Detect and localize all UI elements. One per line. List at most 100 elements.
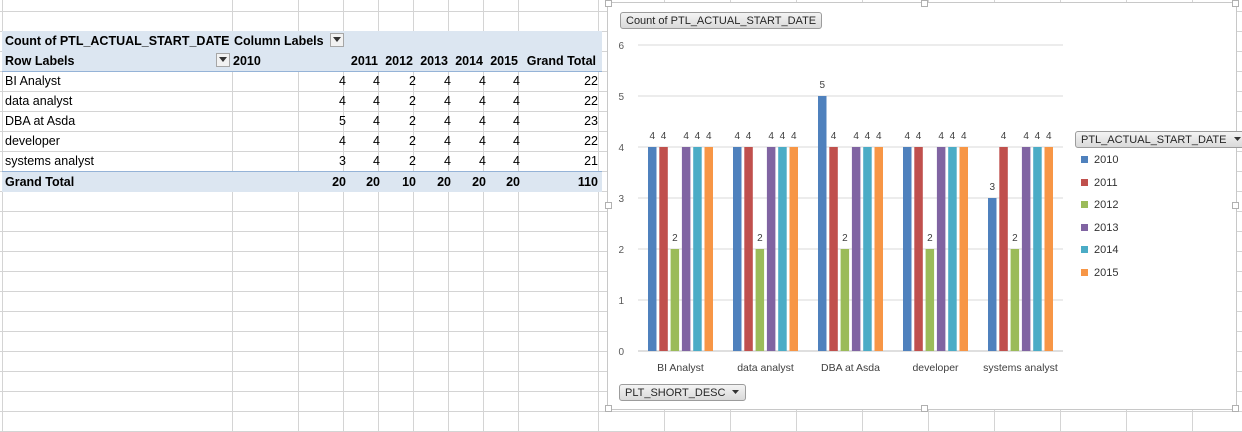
table-cell: 4: [373, 74, 380, 88]
data-label: 4: [661, 131, 667, 142]
data-label: 4: [938, 131, 944, 142]
x-tick-label: DBA at Asda: [821, 362, 880, 374]
table-cell: 2: [409, 114, 416, 128]
axis-field-button[interactable]: PLT_SHORT_DESC: [619, 384, 747, 401]
pivot-header-row: Count of PTL_ACTUAL_START_DATE Column La…: [2, 31, 602, 51]
grand-total-row[interactable]: Grand Total 20 20 10 20 20 20 110: [2, 171, 602, 192]
row-total: 22: [584, 134, 598, 148]
data-label: 4: [904, 131, 910, 142]
data-label: 4: [746, 131, 752, 142]
table-row[interactable]: systems analyst 3 4 2 4 4 4 21: [2, 151, 602, 171]
table-cell: 4: [339, 94, 346, 108]
x-tick-label: systems analyst: [983, 362, 1058, 374]
table-cell: 4: [479, 134, 486, 148]
row-labels-filter-button[interactable]: [216, 53, 230, 67]
row-total: 23: [584, 114, 598, 128]
row-labels-header: Row Labels: [5, 54, 75, 68]
y-tick-label: 1: [618, 296, 624, 307]
table-cell: 4: [444, 134, 451, 148]
column-labels-header: Column Labels: [234, 34, 324, 48]
y-tick-label: 0: [618, 347, 624, 358]
table-cell: 4: [513, 114, 520, 128]
resize-handle[interactable]: [605, 0, 612, 7]
bar: [840, 249, 850, 351]
table-cell: 4: [444, 94, 451, 108]
bar: [1033, 147, 1042, 351]
row-label: developer: [5, 134, 60, 148]
legend-field-button[interactable]: PTL_ACTUAL_START_DATE: [1075, 131, 1242, 148]
data-label: 4: [1046, 131, 1052, 142]
bar: [648, 147, 657, 351]
bar: [659, 147, 668, 351]
table-cell: 20: [366, 175, 380, 189]
table-cell: 4: [444, 114, 451, 128]
row-total: 22: [584, 74, 598, 88]
data-label: 2: [672, 233, 678, 244]
table-cell: 4: [513, 94, 520, 108]
bar: [693, 147, 702, 351]
resize-handle[interactable]: [605, 405, 612, 412]
data-label: 4: [768, 131, 774, 142]
table-cell: 20: [332, 175, 346, 189]
table-cell: 20: [472, 175, 486, 189]
resize-handle[interactable]: [605, 202, 612, 209]
table-cell: 2: [409, 94, 416, 108]
bar: [988, 198, 997, 351]
bar: [1044, 147, 1053, 351]
table-row[interactable]: developer 4 4 2 4 4 4 22: [2, 131, 602, 151]
resize-handle[interactable]: [1232, 405, 1239, 412]
table-row[interactable]: DBA at Asda 5 4 2 4 4 4 23: [2, 111, 602, 131]
table-cell: 2: [409, 134, 416, 148]
data-label: 4: [853, 131, 859, 142]
x-tick-label: data analyst: [737, 362, 794, 374]
data-label: 4: [831, 131, 837, 142]
bar: [914, 147, 923, 351]
legend-swatch: [1081, 246, 1088, 253]
row-total: 22: [584, 94, 598, 108]
y-tick-label: 3: [618, 194, 624, 205]
resize-handle[interactable]: [921, 0, 928, 7]
year-header-2012: 2012: [385, 54, 413, 68]
value-field-button[interactable]: Count of PTL_ACTUAL_START_DATE: [620, 12, 823, 29]
legend-label: 2012: [1094, 199, 1119, 211]
table-row[interactable]: BI Analyst 4 4 2 4 4 4 22: [2, 71, 602, 91]
data-label: 4: [1001, 131, 1007, 142]
row-label: systems analyst: [5, 154, 94, 168]
data-label: 4: [683, 131, 689, 142]
data-label: 4: [695, 131, 701, 142]
pivot-subheader-row: Row Labels 2010 2011 2012 2013 2014 2015…: [2, 51, 602, 72]
table-cell: 4: [479, 154, 486, 168]
bar: [925, 249, 935, 351]
bar: [936, 147, 946, 351]
table-cell: 4: [373, 154, 380, 168]
column-labels-filter-button[interactable]: [330, 33, 344, 47]
bar: [755, 249, 765, 351]
y-tick-label: 6: [618, 41, 624, 52]
chart-legend[interactable]: 2010 2011 2012 2013 2014 2015: [1081, 153, 1221, 283]
table-row[interactable]: data analyst 4 4 2 4 4 4 22: [2, 91, 602, 111]
x-tick-label: BI Analyst: [657, 362, 704, 374]
data-label: 4: [780, 131, 786, 142]
data-label: 4: [916, 131, 922, 142]
data-label: 4: [950, 131, 956, 142]
year-header-2015: 2015: [490, 54, 518, 68]
table-cell: 4: [513, 134, 520, 148]
resize-handle[interactable]: [1232, 0, 1239, 7]
data-label: 4: [876, 131, 882, 142]
table-cell: 4: [479, 114, 486, 128]
row-label: data analyst: [5, 94, 73, 108]
data-label: 4: [734, 131, 740, 142]
resize-handle[interactable]: [921, 405, 928, 412]
axis-field-label: PLT_SHORT_DESC: [625, 387, 726, 399]
resize-handle[interactable]: [1232, 202, 1239, 209]
data-label: 2: [757, 233, 763, 244]
legend-label: 2015: [1094, 266, 1119, 279]
row-label: BI Analyst: [5, 74, 61, 88]
table-cell: 4: [373, 134, 380, 148]
table-cell: 4: [444, 154, 451, 168]
bar: [999, 147, 1008, 351]
table-cell: 2: [409, 74, 416, 88]
bar: [1010, 249, 1020, 351]
